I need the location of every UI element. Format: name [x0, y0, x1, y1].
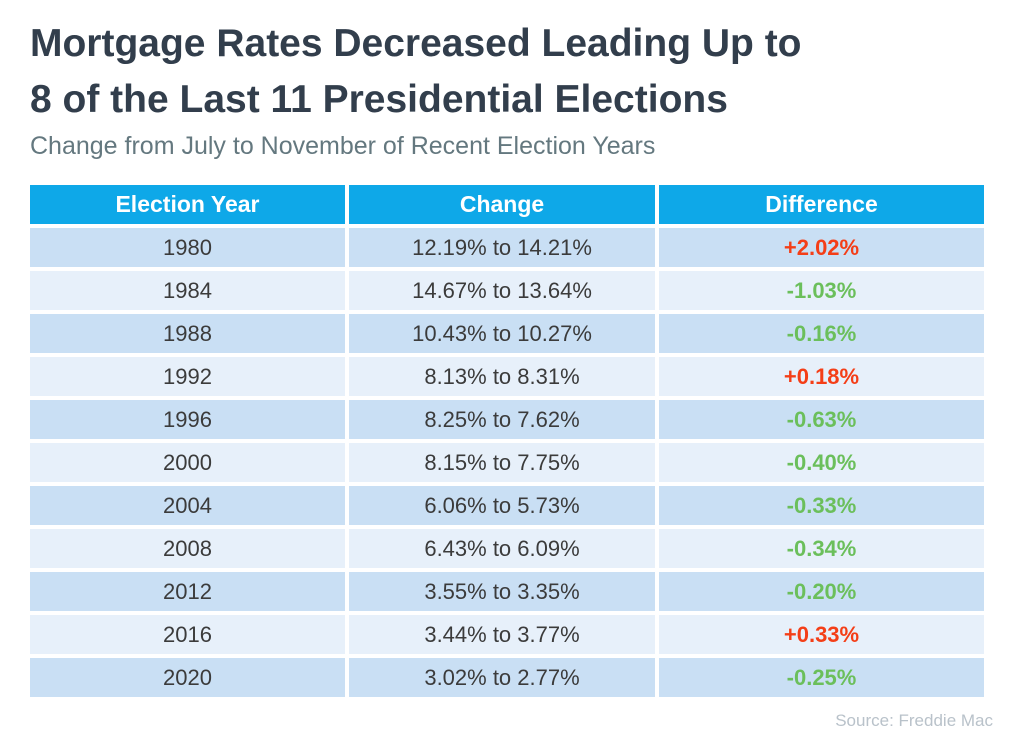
- year-cell: 1984: [30, 271, 345, 310]
- column-header-change: Change: [349, 185, 655, 224]
- column-header-election-year: Election Year: [30, 185, 345, 224]
- page-title-line2: 8 of the Last 11 Presidential Elections: [30, 78, 728, 121]
- election-rates-table: Election Year Change Difference 1980 12.…: [30, 185, 984, 697]
- change-cell: 10.43% to 10.27%: [349, 314, 655, 353]
- page-subtitle: Change from July to November of Recent E…: [30, 132, 656, 160]
- year-cell: 2004: [30, 486, 345, 525]
- year-cell: 1988: [30, 314, 345, 353]
- difference-value: -0.20%: [659, 572, 984, 611]
- year-cell: 2020: [30, 658, 345, 697]
- change-cell: 3.44% to 3.77%: [349, 615, 655, 654]
- change-cell: 14.67% to 13.64%: [349, 271, 655, 310]
- source-attribution: Source: Freddie Mac: [835, 711, 993, 730]
- difference-value: +2.02%: [659, 228, 984, 267]
- difference-value: +0.33%: [659, 615, 984, 654]
- change-cell: 6.06% to 5.73%: [349, 486, 655, 525]
- year-cell: 1996: [30, 400, 345, 439]
- year-cell: 2000: [30, 443, 345, 482]
- difference-value: -1.03%: [659, 271, 984, 310]
- year-cell: 2008: [30, 529, 345, 568]
- difference-value: -0.16%: [659, 314, 984, 353]
- change-cell: 6.43% to 6.09%: [349, 529, 655, 568]
- year-cell: 2016: [30, 615, 345, 654]
- difference-value: -0.25%: [659, 658, 984, 697]
- change-cell: 3.55% to 3.35%: [349, 572, 655, 611]
- change-cell: 8.13% to 8.31%: [349, 357, 655, 396]
- difference-value: -0.40%: [659, 443, 984, 482]
- year-cell: 1980: [30, 228, 345, 267]
- year-cell: 1992: [30, 357, 345, 396]
- change-cell: 8.25% to 7.62%: [349, 400, 655, 439]
- difference-value: -0.63%: [659, 400, 984, 439]
- difference-value: +0.18%: [659, 357, 984, 396]
- column-header-difference: Difference: [659, 185, 984, 224]
- change-cell: 12.19% to 14.21%: [349, 228, 655, 267]
- difference-value: -0.33%: [659, 486, 984, 525]
- difference-value: -0.34%: [659, 529, 984, 568]
- page-title: Mortgage Rates Decreased Leading Up to 8…: [30, 16, 993, 128]
- change-cell: 8.15% to 7.75%: [349, 443, 655, 482]
- year-cell: 2012: [30, 572, 345, 611]
- change-cell: 3.02% to 2.77%: [349, 658, 655, 697]
- page-title-line1: Mortgage Rates Decreased Leading Up to: [30, 22, 802, 65]
